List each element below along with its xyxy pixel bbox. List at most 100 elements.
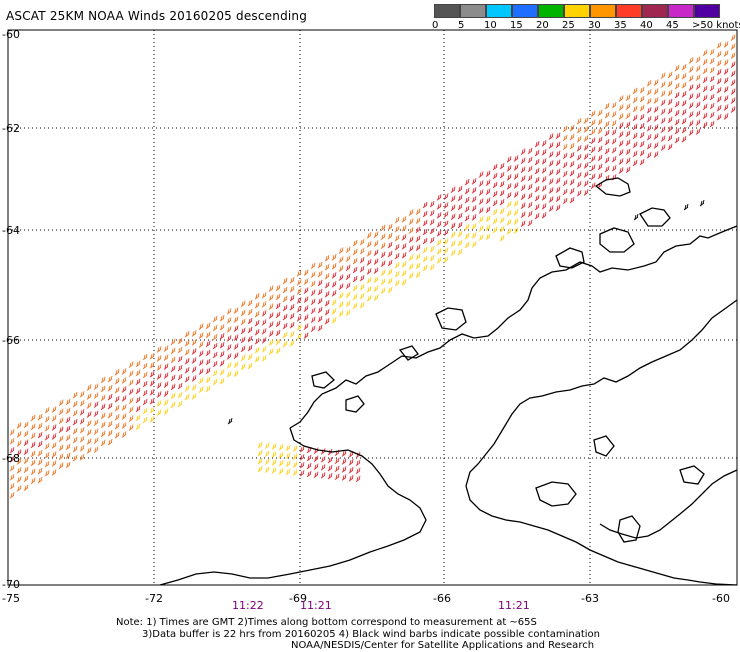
wind-barb [345, 309, 351, 317]
wind-barb [541, 176, 547, 183]
wind-barb [625, 166, 631, 173]
wind-barb [723, 95, 729, 102]
wind-barb [44, 470, 50, 477]
wind-barb [114, 423, 120, 430]
wind-barb [443, 238, 449, 245]
wind-barb [16, 485, 22, 492]
wind-barb [310, 262, 316, 270]
wind-barb [226, 335, 232, 342]
wind-barb [373, 294, 379, 301]
wind-barb [226, 308, 232, 315]
wind-barb [415, 244, 421, 252]
wind-barb [184, 367, 190, 374]
wind-barb [513, 191, 519, 198]
wind-barb [163, 363, 169, 370]
wind-barb [653, 106, 659, 113]
legend-swatch [668, 4, 694, 18]
island-4 [555, 247, 585, 269]
wind-barb [401, 243, 407, 250]
legend-label: 0 [432, 20, 439, 31]
island-5 [435, 307, 467, 331]
wind-barb [233, 307, 239, 314]
wind-barb [9, 456, 15, 463]
wind-barb [23, 457, 29, 464]
wind-barb [415, 217, 421, 225]
wind-barb [443, 256, 449, 263]
wind-barb [401, 252, 407, 259]
wind-barb [408, 227, 414, 234]
wind-barb [548, 160, 554, 167]
weddell-coast [599, 469, 738, 539]
wind-barb [51, 433, 57, 440]
wind-barb [506, 201, 512, 208]
wind-barb [257, 449, 263, 457]
wind-barb [646, 116, 652, 123]
wind-barb [653, 88, 659, 95]
wind-barb [653, 79, 659, 86]
wind-barb [520, 220, 526, 227]
wind-barb [541, 140, 547, 147]
wind-barb [359, 265, 365, 273]
legend-label: 30 [588, 20, 601, 31]
wind-barb [632, 150, 638, 158]
wind-barb [380, 269, 386, 277]
wind-barb [282, 340, 288, 348]
wind-barb [338, 247, 344, 254]
wind-barb [191, 357, 197, 364]
wind-barb [646, 107, 652, 114]
wind-barb [341, 450, 347, 457]
wind-barb [212, 369, 218, 377]
wind-barb [485, 206, 491, 213]
wind-barb [394, 279, 400, 287]
wind-barb [247, 362, 253, 370]
wind-barb [632, 141, 638, 149]
wind-barb [548, 133, 554, 140]
wind-barb [422, 210, 428, 218]
wind-barb [9, 483, 15, 490]
wind-barb [681, 136, 687, 143]
wind-barb [513, 227, 519, 234]
wind-barb [646, 143, 652, 150]
lat-label: -62 [2, 122, 20, 135]
wind-barb [548, 196, 554, 203]
wind-barb [674, 64, 680, 72]
wind-barb [548, 142, 554, 149]
wind-barb [219, 324, 225, 331]
wind-barb [618, 104, 624, 111]
wind-barb [611, 165, 617, 172]
wind-barb [492, 172, 498, 180]
wind-barb [709, 66, 715, 74]
wind-barb [261, 301, 267, 308]
wind-barb [632, 105, 638, 113]
wind-barb [254, 302, 260, 309]
wind-barb [282, 295, 288, 303]
wind-barb [590, 110, 596, 117]
wind-barb [289, 303, 295, 311]
wind-barb [58, 444, 64, 451]
wind-barb [366, 241, 372, 248]
wind-barb [366, 232, 372, 239]
wind-barb [639, 131, 645, 139]
wind-barb [520, 175, 526, 182]
legend-labels: 0 5 10 15 20 25 30 35 40 45 >50 knots [432, 18, 740, 32]
wind-barb [660, 108, 666, 115]
wind-barb [590, 173, 596, 180]
wind-barb [527, 201, 533, 209]
wind-barb [79, 427, 85, 434]
wind-barb [324, 272, 330, 280]
wind-barb [86, 438, 92, 445]
wind-barb [275, 320, 281, 328]
lon-label: -75 [2, 592, 20, 605]
wind-barb [492, 226, 498, 234]
wind-barb [590, 119, 596, 126]
wind-barb [338, 256, 344, 263]
wind-barb [149, 371, 155, 378]
wind-barb [352, 239, 358, 247]
wind-barb [149, 362, 155, 369]
wind-barb [163, 381, 169, 388]
wind-barb [121, 422, 127, 429]
wind-barb [436, 248, 442, 255]
wind-barb [443, 220, 449, 227]
wind-barb [303, 296, 309, 303]
wind-barb [464, 214, 470, 222]
